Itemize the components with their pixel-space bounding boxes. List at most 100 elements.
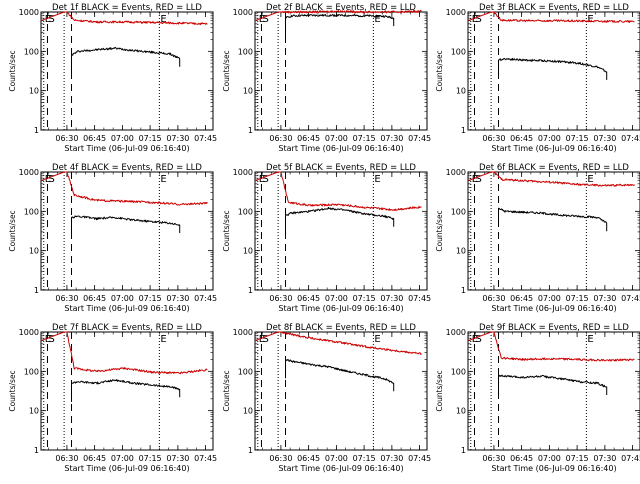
y-axis-label: Counts/sec <box>435 370 444 411</box>
x-tick-label: 07:30 <box>380 294 403 303</box>
detector-panel-4: Det 4f BLACK = Events, RED = LLD 1 10 100 10… <box>8 163 217 313</box>
x-tick-label: 06:30 <box>269 454 292 463</box>
marker-label-e: E <box>472 174 478 185</box>
marker-label-e: E <box>45 174 51 185</box>
x-tick-label: 07:30 <box>380 134 403 143</box>
x-tick-label: 06:45 <box>297 294 320 303</box>
marker-label-e: E <box>259 14 265 25</box>
y-tick-label: 1 <box>34 286 39 295</box>
marker-label-e-end: E <box>374 334 380 345</box>
lld-series-line <box>40 11 208 26</box>
events-series-line <box>71 379 181 402</box>
y-tick-label: 1000 <box>19 168 39 177</box>
x-tick-label: 07:30 <box>593 134 616 143</box>
plot-frame <box>467 171 640 291</box>
marker-label-s: S <box>48 174 54 185</box>
y-tick-label: 100 <box>451 207 466 216</box>
x-tick-label: 06:30 <box>55 454 78 463</box>
plot-frame <box>40 171 214 291</box>
marker-label-s: S <box>475 14 481 25</box>
y-tick-label: 1 <box>248 446 253 455</box>
marker-label-s: S <box>262 334 268 345</box>
x-tick-label: 06:45 <box>510 294 533 303</box>
x-tick-label: 07:00 <box>325 134 348 143</box>
y-tick-label: 1 <box>248 286 253 295</box>
marker-label-e: E <box>45 14 51 25</box>
marker-label-e: E <box>472 14 478 25</box>
y-tick-label: 1000 <box>19 8 39 17</box>
y-tick-label: 100 <box>238 207 253 216</box>
x-axis-label: Start Time (06-Jul-09 06:16:40) <box>491 144 616 153</box>
x-tick-label: 06:30 <box>269 134 292 143</box>
panel-title: Det 5f BLACK = Events, RED = LLD <box>266 163 416 173</box>
y-tick-label: 10 <box>456 87 466 96</box>
x-tick-label: 07:45 <box>621 454 640 463</box>
y-tick-label: 10 <box>456 407 466 416</box>
detector-panel-6: Det 6f BLACK = Events, RED = LLD 1 10 100 10… <box>435 163 640 313</box>
x-tick-label: 07:45 <box>194 454 217 463</box>
marker-label-s: S <box>48 14 54 25</box>
lld-series-line <box>254 171 422 211</box>
marker-label-s: S <box>262 174 268 185</box>
y-tick-label: 1000 <box>446 328 466 337</box>
events-series-line <box>498 374 608 395</box>
y-tick-label: 1000 <box>446 8 466 17</box>
plot-frame <box>467 331 640 451</box>
x-axis-label: Start Time (06-Jul-09 06:16:40) <box>64 464 189 473</box>
x-tick-label: 07:15 <box>566 294 589 303</box>
y-tick-label: 1 <box>461 126 466 135</box>
y-axis-label: Counts/sec <box>435 50 444 91</box>
lld-series-line <box>254 331 422 355</box>
x-tick-label: 07:15 <box>566 454 589 463</box>
x-tick-label: 07:00 <box>111 294 134 303</box>
x-tick-label: 06:30 <box>55 134 78 143</box>
y-tick-label: 1000 <box>446 168 466 177</box>
detector-panel-9: Det 9f BLACK = Events, RED = LLD 1 10 100 10… <box>435 323 640 473</box>
x-tick-label: 06:30 <box>482 134 505 143</box>
x-tick-label: 07:15 <box>353 134 376 143</box>
x-tick-label: 07:30 <box>166 134 189 143</box>
y-tick-label: 10 <box>456 247 466 256</box>
lld-series-line <box>254 9 422 22</box>
events-series-line <box>498 57 608 80</box>
panel-title: Det 9f BLACK = Events, RED = LLD <box>479 323 629 333</box>
marker-label-e-end: E <box>160 334 166 345</box>
x-tick-label: 06:30 <box>55 294 78 303</box>
y-axis-label: Counts/sec <box>222 370 231 411</box>
x-tick-label: 07:15 <box>139 134 162 143</box>
detector-panel-8: Det 8f BLACK = Events, RED = LLD 1 10 100 10… <box>222 323 431 473</box>
y-tick-label: 10 <box>29 407 39 416</box>
panel-title: Det 4f BLACK = Events, RED = LLD <box>52 163 202 173</box>
events-series-line <box>285 358 395 392</box>
events-series-line <box>71 215 181 237</box>
plot-frame <box>254 11 428 131</box>
x-tick-label: 06:45 <box>297 454 320 463</box>
x-tick-label: 07:15 <box>566 134 589 143</box>
y-tick-label: 1 <box>461 446 466 455</box>
marker-label-e-end: E <box>587 334 593 345</box>
marker-label-e-end: E <box>587 174 593 185</box>
plot-frame <box>40 11 214 131</box>
detector-panel-5: Det 5f BLACK = Events, RED = LLD 1 10 100 10… <box>222 163 431 313</box>
x-tick-label: 07:30 <box>166 454 189 463</box>
marker-label-e: E <box>472 334 478 345</box>
marker-label-s: S <box>48 334 54 345</box>
x-tick-label: 06:45 <box>510 134 533 143</box>
lld-series-line <box>40 331 208 375</box>
y-tick-label: 1 <box>461 286 466 295</box>
x-tick-label: 07:30 <box>380 454 403 463</box>
x-tick-label: 07:45 <box>408 294 431 303</box>
x-axis-label: Start Time (06-Jul-09 06:16:40) <box>64 304 189 313</box>
y-tick-label: 1000 <box>233 8 253 17</box>
x-tick-label: 06:45 <box>510 454 533 463</box>
lld-series-line <box>467 171 635 187</box>
x-tick-label: 07:00 <box>538 454 561 463</box>
x-tick-label: 07:30 <box>593 454 616 463</box>
y-tick-label: 1 <box>34 446 39 455</box>
y-tick-label: 10 <box>243 87 253 96</box>
x-tick-label: 07:45 <box>621 294 640 303</box>
x-axis-label: Start Time (06-Jul-09 06:16:40) <box>64 144 189 153</box>
y-tick-label: 100 <box>238 367 253 376</box>
marker-label-e-end: E <box>160 14 166 25</box>
